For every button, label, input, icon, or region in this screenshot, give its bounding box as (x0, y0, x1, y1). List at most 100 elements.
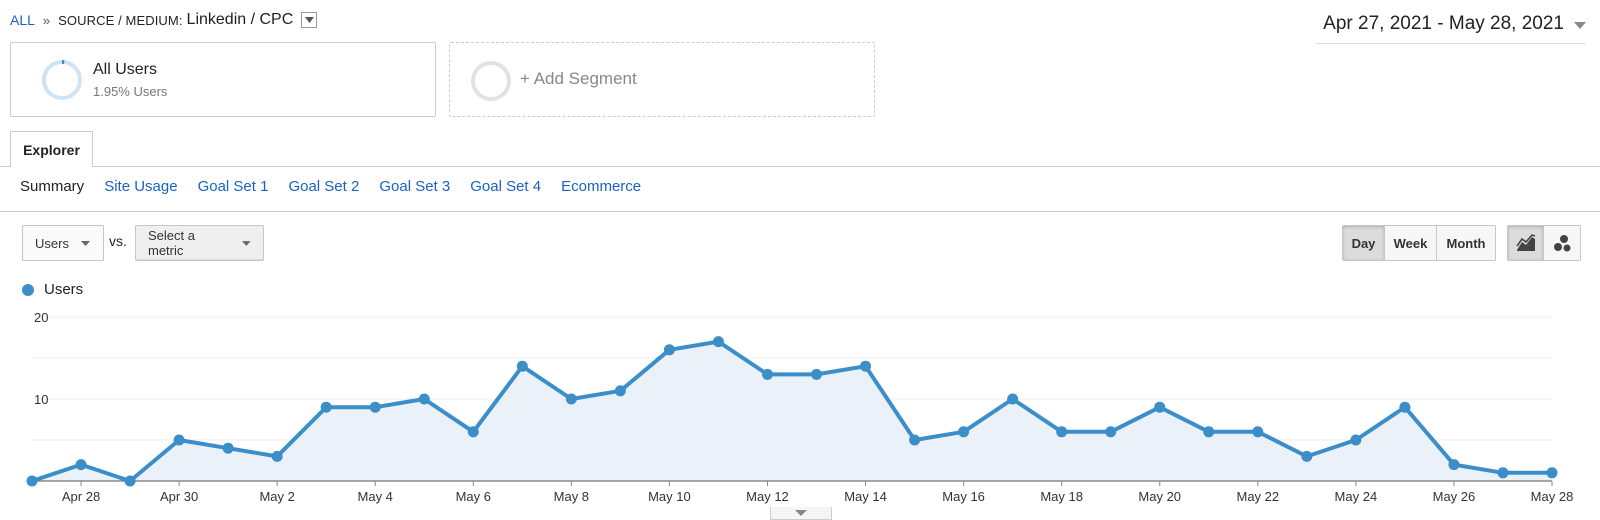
data-point[interactable] (1497, 467, 1509, 479)
data-point[interactable] (173, 434, 185, 446)
subtab-goal-set-3[interactable]: Goal Set 3 (379, 178, 451, 195)
x-tick-label: May 4 (358, 489, 393, 504)
x-tick-label: May 28 (1531, 489, 1574, 504)
data-point[interactable] (958, 426, 970, 438)
data-point[interactable] (1399, 401, 1411, 413)
legend-series-label: Users (44, 281, 84, 298)
x-tick-label: Apr 28 (62, 489, 100, 504)
subtab-ecommerce[interactable]: Ecommerce (561, 178, 642, 195)
granularity-toggle: Day Week Month (1342, 225, 1496, 261)
x-tick-label: May 18 (1040, 489, 1083, 504)
series-line (31, 339, 1552, 483)
secondary-metric-dropdown[interactable]: Select a metric (135, 225, 264, 261)
x-tick-label: May 26 (1433, 489, 1476, 504)
chevron-down-icon (1574, 22, 1586, 29)
data-point[interactable] (1056, 426, 1068, 438)
breadcrumb: ALL » SOURCE / MEDIUM: Linkedin / CPC (10, 10, 318, 30)
data-point[interactable] (663, 344, 675, 356)
granularity-month-button[interactable]: Month (1437, 226, 1495, 260)
empty-segment-circle-icon (471, 61, 511, 101)
data-point[interactable] (124, 475, 136, 487)
x-tick-label: May 16 (942, 489, 985, 504)
motion-chart-icon (1554, 235, 1571, 252)
data-point[interactable] (1252, 426, 1264, 438)
dimension-dropdown-button[interactable] (301, 12, 318, 28)
segment-donut-icon (42, 59, 82, 100)
subtab-divider (0, 211, 1600, 212)
primary-metric-label: Users (35, 235, 69, 251)
x-tick-label: Apr 30 (160, 489, 198, 504)
data-point[interactable] (1154, 401, 1166, 413)
segment-all-users[interactable]: All Users 1.95% Users (10, 42, 436, 117)
chart-legend: Users (22, 281, 83, 298)
data-point[interactable] (516, 360, 528, 372)
breadcrumb-all-link[interactable]: ALL (10, 12, 35, 28)
x-tick-label: May 10 (648, 489, 691, 504)
data-point[interactable] (909, 434, 921, 446)
series-area (32, 341, 1552, 481)
segment-subtitle: 1.95% Users (93, 84, 168, 99)
data-point[interactable] (1203, 426, 1215, 438)
add-segment-button[interactable]: + Add Segment (449, 42, 875, 117)
x-tick-label: May 2 (259, 489, 294, 504)
subtab-goal-set-1[interactable]: Goal Set 1 (197, 178, 269, 195)
x-tick-label: May 20 (1138, 489, 1181, 504)
chart-type-toggle (1507, 225, 1581, 261)
legend-series-dot (22, 283, 34, 296)
data-point[interactable] (1350, 434, 1362, 446)
primary-metric-dropdown[interactable]: Users (22, 225, 104, 261)
data-point[interactable] (614, 385, 626, 397)
data-point[interactable] (1301, 450, 1313, 462)
granularity-week-button[interactable]: Week (1385, 226, 1437, 260)
data-point[interactable] (1105, 426, 1117, 438)
data-point[interactable] (860, 360, 872, 372)
data-point[interactable] (467, 426, 479, 438)
data-point[interactable] (811, 368, 823, 380)
subtab-goal-set-4[interactable]: Goal Set 4 (470, 178, 542, 195)
x-tick-label: May 24 (1335, 489, 1378, 504)
granularity-day-button[interactable]: Day (1343, 226, 1385, 260)
caret-down-icon (242, 240, 251, 246)
data-point[interactable] (75, 459, 87, 471)
date-range-picker[interactable]: Apr 27, 2021 - May 28, 2021 (1316, 10, 1586, 44)
x-tick-label: May 22 (1236, 489, 1279, 504)
line-chart-icon (1515, 234, 1535, 251)
chart-collapse-handle[interactable] (770, 507, 832, 520)
data-point[interactable] (222, 442, 234, 454)
vs-label: vs. (109, 233, 127, 249)
date-range-text: Apr 27, 2021 - May 28, 2021 (1323, 13, 1564, 34)
segment-title: All Users (93, 61, 158, 78)
caret-down-icon (304, 17, 314, 23)
data-point[interactable] (26, 475, 38, 487)
subtab-summary[interactable]: Summary (20, 178, 85, 195)
data-point[interactable] (761, 368, 773, 380)
data-point[interactable] (1007, 393, 1019, 405)
caret-down-icon (795, 510, 807, 516)
subtab-site-usage[interactable]: Site Usage (104, 178, 178, 195)
line-chart-button[interactable] (1508, 226, 1544, 260)
motion-chart-button[interactable] (1544, 226, 1580, 260)
data-point[interactable] (565, 393, 577, 405)
tab-divider (0, 166, 1600, 167)
data-point[interactable] (369, 401, 381, 413)
x-tick-label: May 12 (746, 489, 789, 504)
x-tick-label: May 6 (456, 489, 491, 504)
secondary-metric-label: Select a metric (148, 228, 195, 258)
breadcrumb-separator: » (42, 12, 51, 28)
breadcrumb-value: Linkedin / CPC (186, 11, 294, 28)
y-tick-label: 20 (34, 310, 48, 325)
x-tick-label: May 14 (844, 489, 887, 504)
data-point[interactable] (1448, 459, 1460, 471)
report-subtabs: Summary Site Usage Goal Set 1 Goal Set 2… (20, 178, 661, 195)
data-point[interactable] (712, 336, 724, 348)
data-point[interactable] (320, 401, 332, 413)
data-point[interactable] (271, 450, 283, 462)
caret-down-icon (80, 240, 90, 246)
subtab-goal-set-2[interactable]: Goal Set 2 (288, 178, 360, 195)
tab-explorer[interactable]: Explorer (10, 131, 93, 167)
data-point[interactable] (418, 393, 430, 405)
data-point[interactable] (1546, 467, 1558, 479)
add-segment-label: + Add Segment (520, 69, 637, 88)
x-tick-label: May 8 (554, 489, 589, 504)
breadcrumb-dimension: SOURCE / MEDIUM: (58, 12, 183, 28)
